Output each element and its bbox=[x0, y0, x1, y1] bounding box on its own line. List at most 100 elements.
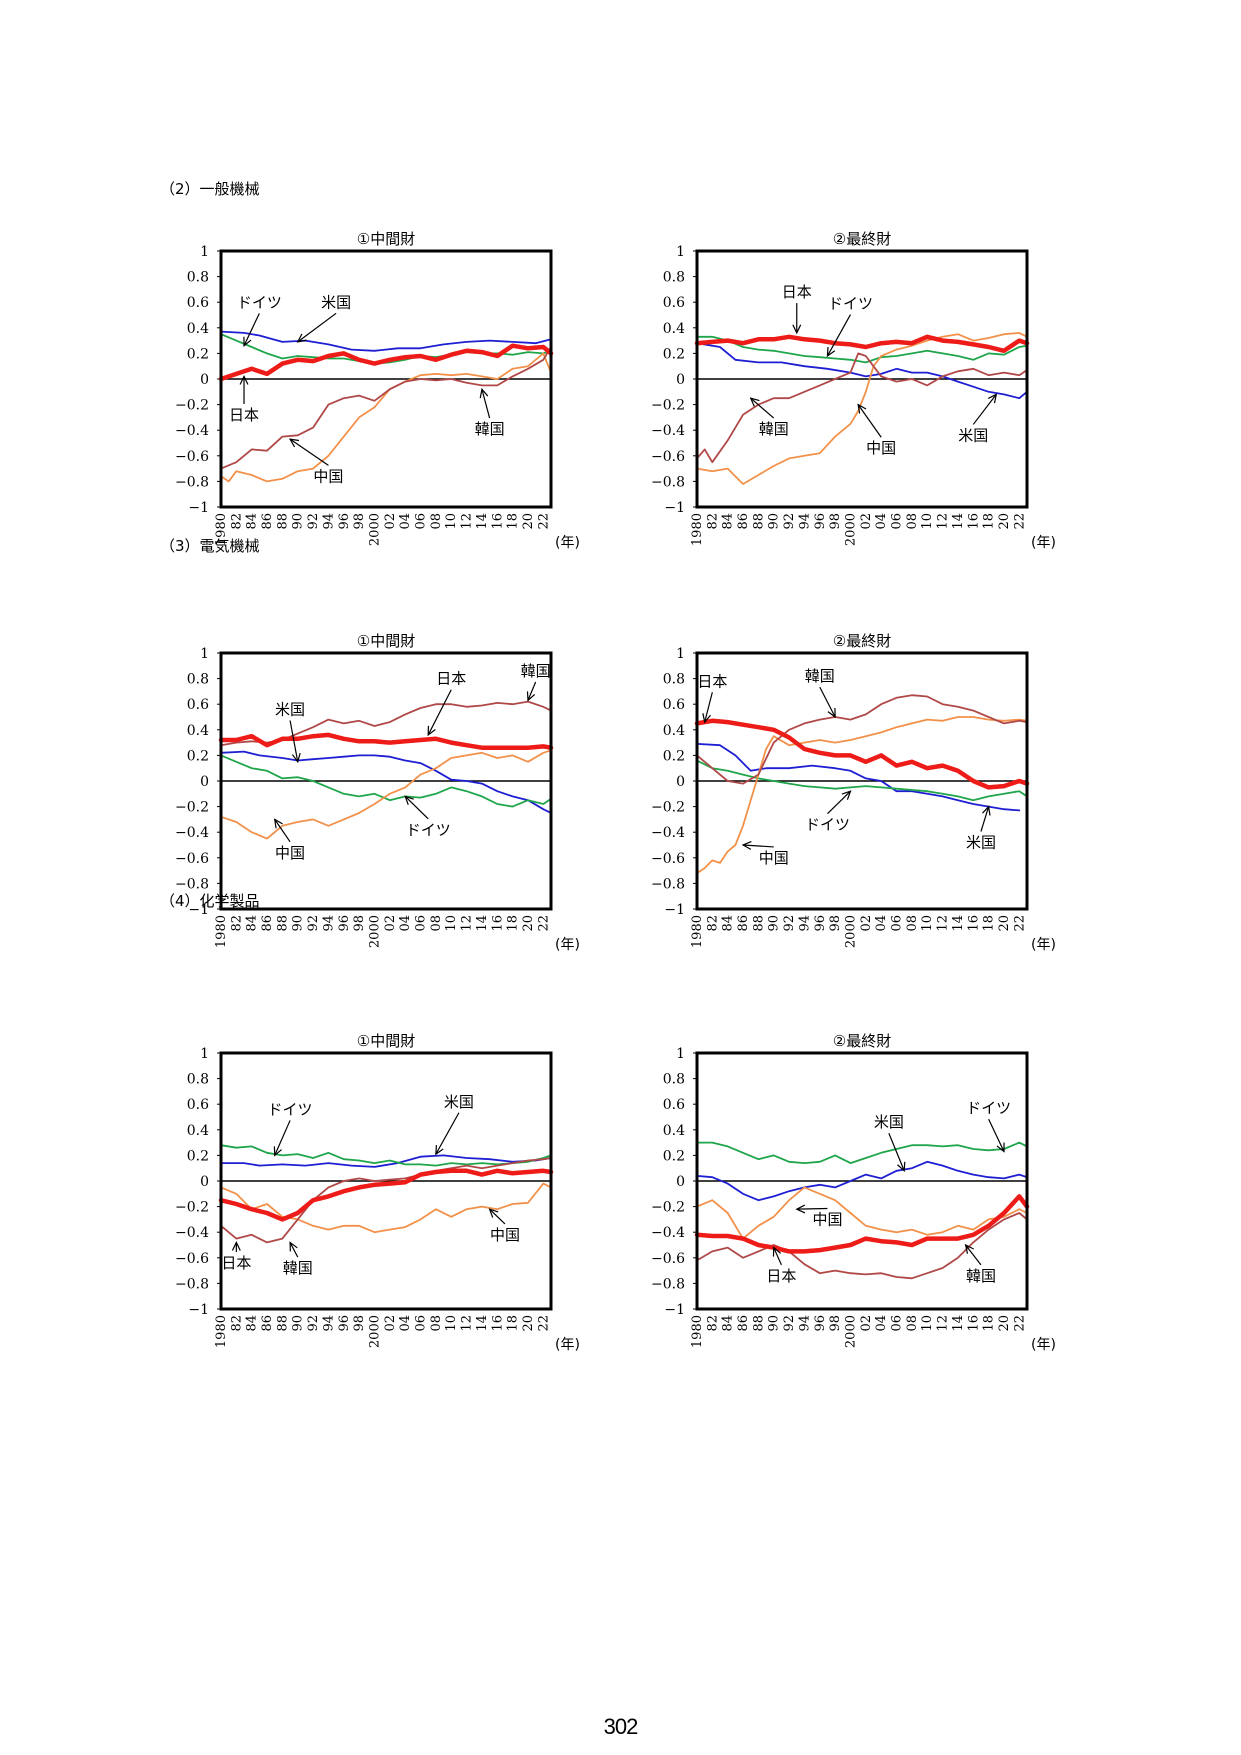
annotation-label: 米国 bbox=[874, 1113, 904, 1131]
y-tick-label: −0.4 bbox=[175, 825, 209, 841]
x-tick-label: 04 bbox=[398, 513, 413, 530]
x-tick-label: 2000 bbox=[367, 915, 382, 948]
x-tick-label: 20 bbox=[521, 915, 536, 932]
x-tick-label: 10 bbox=[920, 915, 935, 932]
x-tick-label: 98 bbox=[352, 513, 367, 530]
y-tick-label: −0.2 bbox=[175, 1200, 209, 1216]
x-axis-unit: (年) bbox=[1031, 535, 1056, 551]
x-tick-label: 16 bbox=[966, 915, 981, 932]
x-tick-label: 02 bbox=[383, 513, 398, 530]
x-axis-unit: (年) bbox=[555, 1337, 580, 1353]
annotation-arrow bbox=[819, 686, 836, 718]
y-tick-label: 1 bbox=[200, 1046, 209, 1062]
x-tick-label: 14 bbox=[951, 513, 966, 530]
x-tick-label: 06 bbox=[890, 513, 905, 530]
y-tick-label: −0.4 bbox=[651, 423, 685, 439]
x-tick-label: 84 bbox=[245, 915, 260, 932]
series-line-japan bbox=[218, 732, 554, 750]
series-line-japan bbox=[218, 1168, 554, 1222]
series-line-germany bbox=[696, 1141, 1028, 1164]
y-tick-label: −1 bbox=[664, 1302, 685, 1318]
series-line-korea bbox=[696, 694, 1028, 785]
annotation-arrow bbox=[888, 1133, 905, 1171]
y-tick-label: 0.6 bbox=[663, 1097, 685, 1113]
x-tick-label: 06 bbox=[414, 915, 429, 932]
x-axis-unit: (年) bbox=[555, 535, 580, 551]
x-tick-label: 08 bbox=[429, 1315, 444, 1332]
x-tick-label: 14 bbox=[951, 1315, 966, 1332]
y-tick-label: 0 bbox=[676, 372, 685, 388]
annotation-arrowhead bbox=[702, 713, 711, 724]
y-tick-label: 0.4 bbox=[663, 1123, 685, 1139]
x-tick-label: 20 bbox=[521, 1315, 536, 1332]
x-tick-label: 08 bbox=[905, 915, 920, 932]
y-tick-label: 0.6 bbox=[663, 697, 685, 713]
annotation-arrowhead bbox=[982, 805, 991, 816]
x-tick-label: 94 bbox=[797, 513, 812, 530]
annotation-arrowhead bbox=[231, 1241, 241, 1251]
annotation-label: ドイツ bbox=[406, 821, 451, 839]
annotation-arrowhead bbox=[996, 1142, 1005, 1153]
x-tick-label: 90 bbox=[291, 915, 306, 932]
plot-frame bbox=[219, 249, 553, 509]
section-title: （2）一般機械 bbox=[160, 180, 260, 198]
x-tick-label: 82 bbox=[229, 915, 244, 932]
chart-title: ②最終財 bbox=[833, 632, 891, 650]
x-tick-label: 1980 bbox=[214, 513, 229, 546]
y-tick-label: −0.6 bbox=[175, 449, 209, 465]
annotation-arrow bbox=[427, 689, 452, 736]
annotation-arrowhead bbox=[987, 393, 998, 404]
y-tick-label: 0 bbox=[676, 1174, 685, 1190]
y-tick-label: 1 bbox=[676, 244, 685, 260]
annotation-arrow bbox=[297, 312, 337, 343]
x-tick-label: 84 bbox=[245, 1315, 260, 1332]
y-tick-label: −0.8 bbox=[651, 1276, 685, 1292]
series-line-china bbox=[696, 716, 1028, 875]
x-tick-label: 20 bbox=[521, 513, 536, 530]
annotation-arrow bbox=[743, 844, 774, 848]
annotation-arrowhead bbox=[289, 1241, 298, 1252]
y-tick-label: −0.2 bbox=[175, 398, 209, 414]
x-tick-label: 12 bbox=[936, 1315, 951, 1332]
series-line-korea bbox=[220, 700, 552, 747]
x-tick-label: 10 bbox=[444, 1315, 459, 1332]
annotation-arrowhead bbox=[749, 397, 760, 407]
chart-title: ①中間財 bbox=[357, 1032, 415, 1050]
annotation-label: 米国 bbox=[275, 700, 305, 718]
annotation-arrow bbox=[243, 313, 260, 346]
x-tick-label: 86 bbox=[736, 1315, 751, 1332]
y-tick-label: −0.8 bbox=[175, 1276, 209, 1292]
x-tick-label: 82 bbox=[705, 915, 720, 932]
annotation-arrowhead bbox=[296, 333, 307, 343]
x-tick-label: 1980 bbox=[690, 513, 705, 546]
x-tick-label: 02 bbox=[859, 1315, 874, 1332]
x-tick-label: 94 bbox=[797, 915, 812, 932]
x-tick-label: 22 bbox=[536, 513, 551, 530]
x-tick-label: 04 bbox=[398, 915, 413, 932]
series-line-usa bbox=[696, 342, 1028, 400]
x-tick-label: 82 bbox=[705, 513, 720, 530]
annotation-label: 韓国 bbox=[475, 420, 505, 438]
series-line-china bbox=[220, 749, 552, 840]
annotation-arrow bbox=[481, 389, 491, 419]
x-tick-label: 18 bbox=[982, 915, 997, 932]
x-tick-label: 96 bbox=[813, 513, 828, 530]
y-tick-label: −0.6 bbox=[651, 1251, 685, 1267]
series-line-china bbox=[220, 1182, 552, 1234]
x-tick-label: 04 bbox=[874, 915, 889, 932]
x-tick-label: 12 bbox=[460, 915, 475, 932]
x-tick-label: 20 bbox=[997, 513, 1012, 530]
y-tick-label: 0 bbox=[200, 774, 209, 790]
x-tick-label: 1980 bbox=[214, 1315, 229, 1348]
x-tick-label: 08 bbox=[905, 1315, 920, 1332]
annotation-arrowhead bbox=[273, 818, 283, 829]
x-axis-unit: (年) bbox=[1031, 1337, 1056, 1353]
x-tick-label: 86 bbox=[260, 1315, 275, 1332]
annotation-arrowhead bbox=[857, 403, 867, 414]
y-tick-label: −1 bbox=[188, 500, 209, 516]
x-tick-label: 2000 bbox=[843, 513, 858, 546]
y-tick-label: 0.6 bbox=[663, 295, 685, 311]
x-tick-label: 1980 bbox=[690, 915, 705, 948]
plot-frame bbox=[695, 651, 1029, 911]
x-tick-label: 82 bbox=[229, 1315, 244, 1332]
